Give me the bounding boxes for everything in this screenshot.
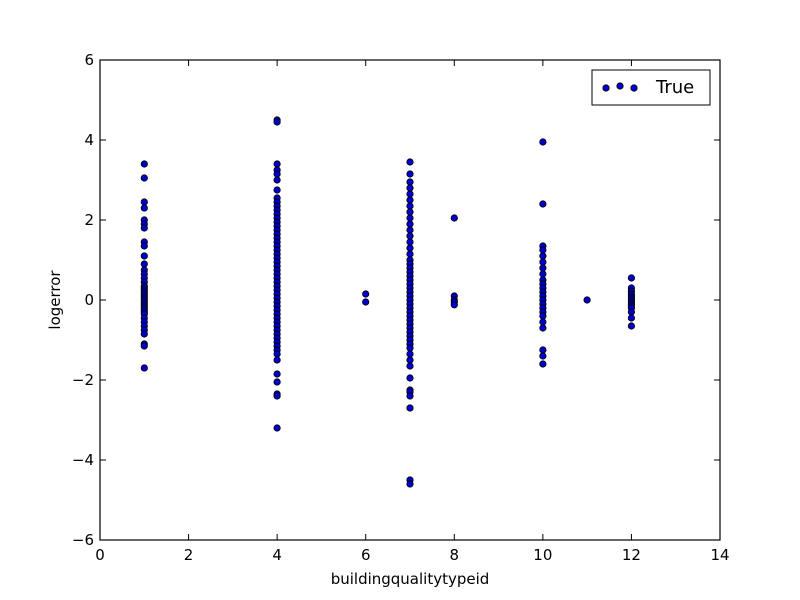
x-tick-label: 0 (95, 546, 105, 564)
data-point (450, 214, 458, 222)
data-point (273, 424, 281, 432)
data-point (406, 220, 414, 228)
data-point (140, 252, 148, 260)
data-point (273, 186, 281, 194)
data-point (406, 202, 414, 210)
legend-label: True (655, 77, 694, 98)
data-point (627, 314, 636, 322)
data-point (406, 170, 414, 178)
data-point (140, 204, 148, 212)
data-point (539, 200, 547, 208)
data-point (583, 296, 591, 304)
y-tick-label: −6 (72, 531, 94, 549)
x-tick-label: 4 (272, 546, 282, 564)
data-point (406, 226, 414, 234)
data-point (539, 252, 547, 260)
data-point (406, 214, 414, 222)
y-tick-label: −4 (72, 451, 94, 469)
data-point (406, 178, 414, 186)
x-tick-label: 14 (710, 546, 729, 564)
legend-marker (616, 82, 624, 90)
y-tick-label: 2 (84, 211, 94, 229)
y-tick-label: 6 (84, 51, 94, 69)
data-point (273, 370, 281, 378)
data-point (406, 356, 414, 364)
y-axis-label: logerror (46, 270, 64, 330)
data-point (273, 392, 281, 400)
data-point (406, 350, 414, 358)
data-point (273, 350, 281, 358)
data-point (362, 290, 370, 298)
data-point (539, 264, 547, 272)
legend-box (591, 69, 711, 106)
x-tick-label: 10 (533, 546, 552, 564)
data-point (627, 274, 636, 282)
data-point (406, 362, 414, 370)
x-tick-label: 12 (622, 546, 641, 564)
data-point (539, 318, 547, 326)
data-point (539, 258, 547, 266)
data-point (406, 232, 414, 240)
data-point (539, 324, 547, 332)
data-point (273, 160, 281, 168)
data-point (539, 270, 547, 278)
data-point (539, 352, 547, 360)
data-point (406, 238, 414, 246)
data-points-layer (140, 116, 636, 488)
data-point (140, 224, 148, 232)
data-point (140, 342, 148, 350)
data-point (140, 330, 148, 338)
data-point (406, 208, 414, 216)
data-point (539, 138, 547, 146)
data-point (406, 244, 414, 252)
data-point (406, 344, 414, 352)
data-point (406, 196, 414, 204)
legend-marker (602, 84, 610, 92)
x-tick-label: 8 (450, 546, 460, 564)
data-point (539, 312, 547, 320)
legend-marker (630, 84, 638, 92)
data-point (140, 242, 148, 250)
data-point (406, 404, 414, 412)
data-point (406, 190, 414, 198)
axis-ticks-layer: 0 2 4 6 8 10 12 14 −6 −4 −2 0 2 4 6 (72, 51, 730, 564)
data-point (406, 184, 414, 192)
data-point (140, 174, 148, 182)
x-axis-label: buildingqualitytypeid (331, 570, 490, 588)
data-point (539, 360, 547, 368)
data-point (450, 301, 458, 309)
data-point (140, 160, 148, 168)
data-point (140, 198, 148, 206)
data-point (406, 374, 414, 382)
data-point (406, 392, 414, 400)
legend-marker-group (602, 82, 638, 92)
legend: True (591, 69, 711, 106)
data-point (406, 480, 414, 488)
data-point (627, 322, 636, 330)
data-point (539, 246, 547, 254)
data-point (539, 346, 547, 354)
data-point (273, 176, 281, 184)
x-tick-label: 2 (184, 546, 194, 564)
data-point (627, 308, 636, 316)
data-point (406, 250, 414, 258)
y-tick-label: 4 (84, 131, 94, 149)
data-point (273, 378, 281, 386)
data-point (273, 356, 281, 364)
y-tick-label: 0 (84, 291, 94, 309)
data-point (140, 260, 148, 268)
data-point (273, 118, 281, 126)
data-point (406, 158, 414, 166)
x-tick-label: 6 (361, 546, 371, 564)
data-point (273, 170, 281, 178)
data-point (362, 298, 370, 306)
y-tick-label: −2 (72, 371, 94, 389)
data-point (140, 364, 148, 372)
